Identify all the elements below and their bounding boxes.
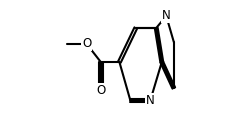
Text: N: N [162,10,171,22]
Text: O: O [82,37,91,50]
Text: O: O [96,84,106,96]
Text: N: N [146,94,155,107]
